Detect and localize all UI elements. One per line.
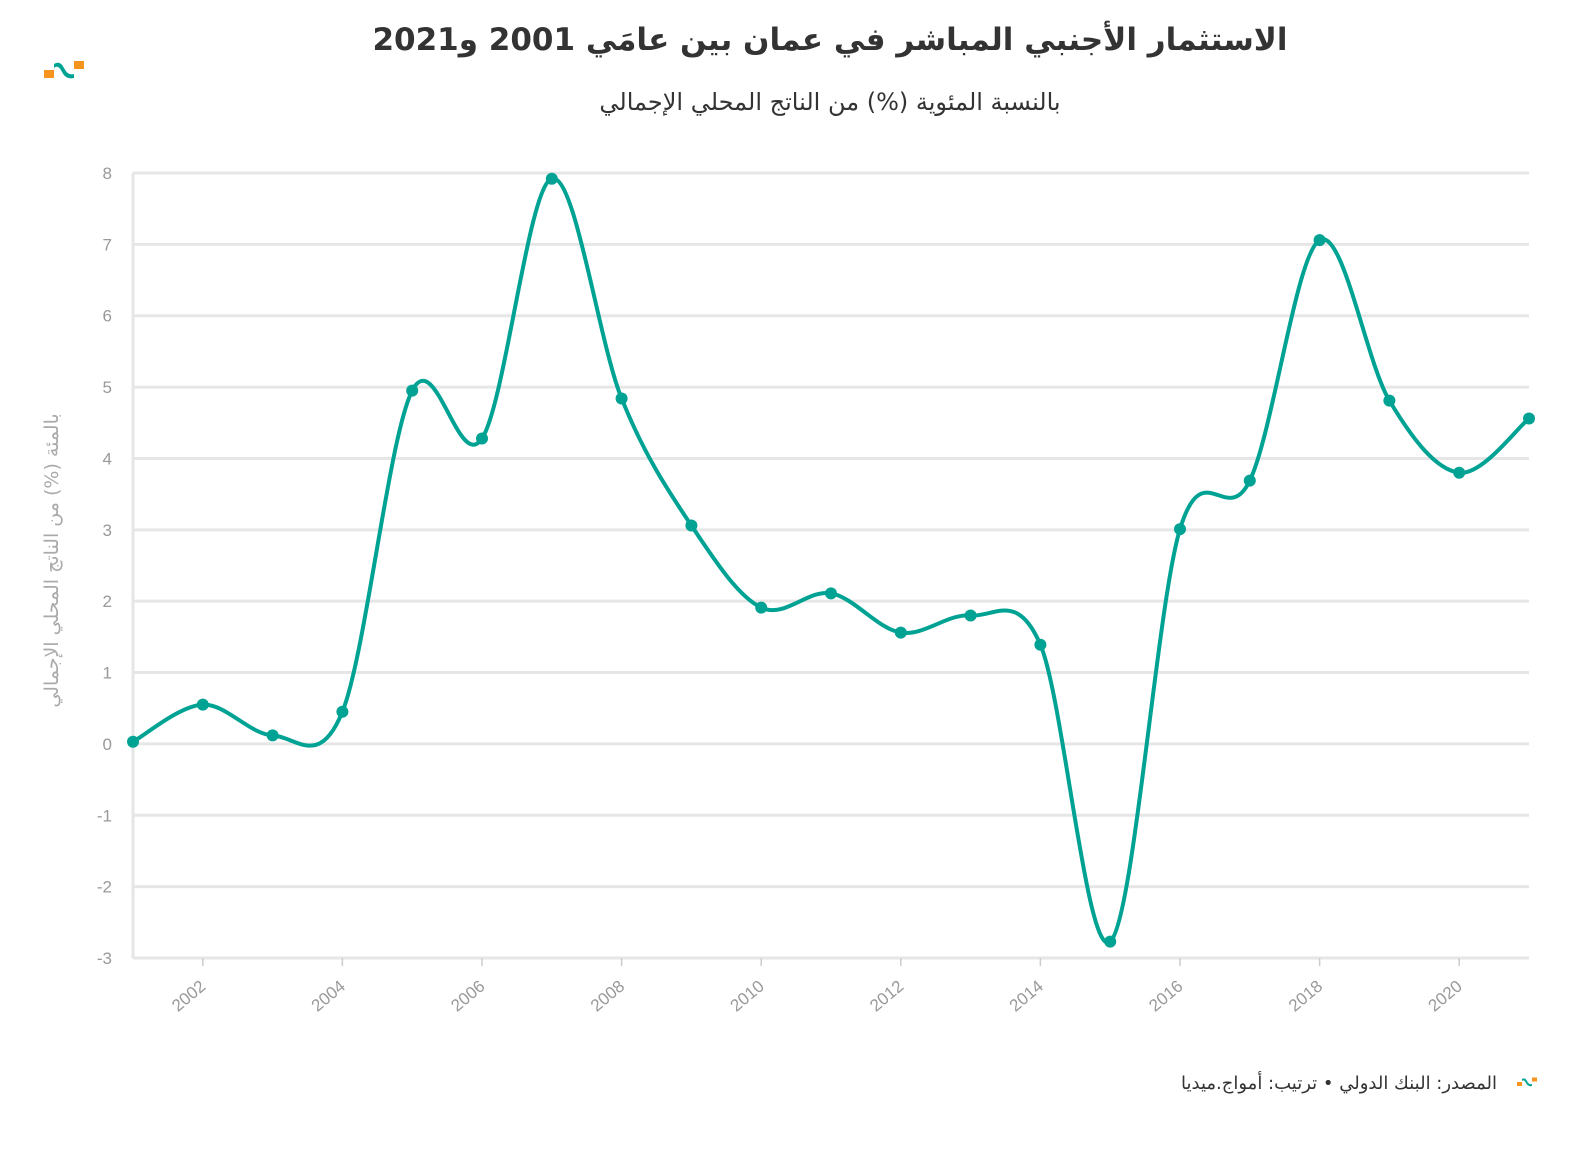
data-point [964,609,977,622]
data-point [1453,466,1466,479]
y-tick-label: 1 [103,664,112,683]
y-tick-label: 2 [103,592,112,611]
data-point [1243,474,1256,487]
x-tick-label: 2014 [1006,977,1047,1016]
logo-icon [44,61,84,79]
data-point [1034,638,1047,651]
y-tick-label: 7 [103,235,112,254]
data-point [336,705,349,718]
data-point [127,735,139,748]
series-line [131,176,1531,945]
y-tick-label: 5 [103,378,112,397]
y-axis-label: بالمئة (%) من الناتج المحلي الإجمالي [41,413,63,707]
x-tick-label: 2018 [1285,977,1326,1016]
source-footer: المصدر: البنك الدولي • ترتيب: أمواج.ميدي… [1181,1073,1497,1094]
data-point [545,172,558,185]
y-tick-label: -1 [97,806,112,825]
y-tick-label: 6 [103,307,112,326]
x-tick-label: 2016 [1145,977,1186,1016]
y-tick-label: 8 [103,164,112,183]
data-point [615,392,628,405]
data-point [894,626,907,639]
x-tick-label: 2020 [1425,977,1466,1016]
data-point [825,587,837,600]
y-tick-label: -2 [97,878,112,897]
data-point [1313,234,1326,247]
data-point [1174,523,1186,536]
y-tick-label: 0 [103,735,112,754]
data-point [755,601,768,614]
data-point [196,698,209,711]
data-point [1104,935,1117,948]
data-point [1523,412,1535,425]
data-point [406,384,419,397]
x-tick-label: 2008 [587,977,628,1016]
x-tick-label: 2012 [866,977,907,1016]
footer-logo-icon [1517,1077,1537,1087]
line-chart: 8 7 6 5 4 3 2 1 0 -1 -2 -3 2002 2004 2006 2008 2010 2012 2… [41,164,1535,1016]
x-tick-label: 2010 [727,977,768,1016]
y-tick-label: 4 [103,449,112,468]
x-tick-label: 2006 [447,977,488,1016]
data-point [266,729,279,742]
chart-subtitle: بالنسبة المئوية (%) من الناتج المحلي الإ… [599,88,1061,116]
data-point [1383,394,1396,407]
y-tick-label: -3 [97,949,112,968]
data-point [476,432,488,445]
data-point [685,519,698,532]
x-tick-label: 2002 [168,977,209,1016]
x-tick-label: 2004 [308,977,349,1016]
chart-title: الاستثمار الأجنبي المباشر في عمان بين عا… [372,22,1288,58]
y-tick-label: 3 [103,521,112,540]
